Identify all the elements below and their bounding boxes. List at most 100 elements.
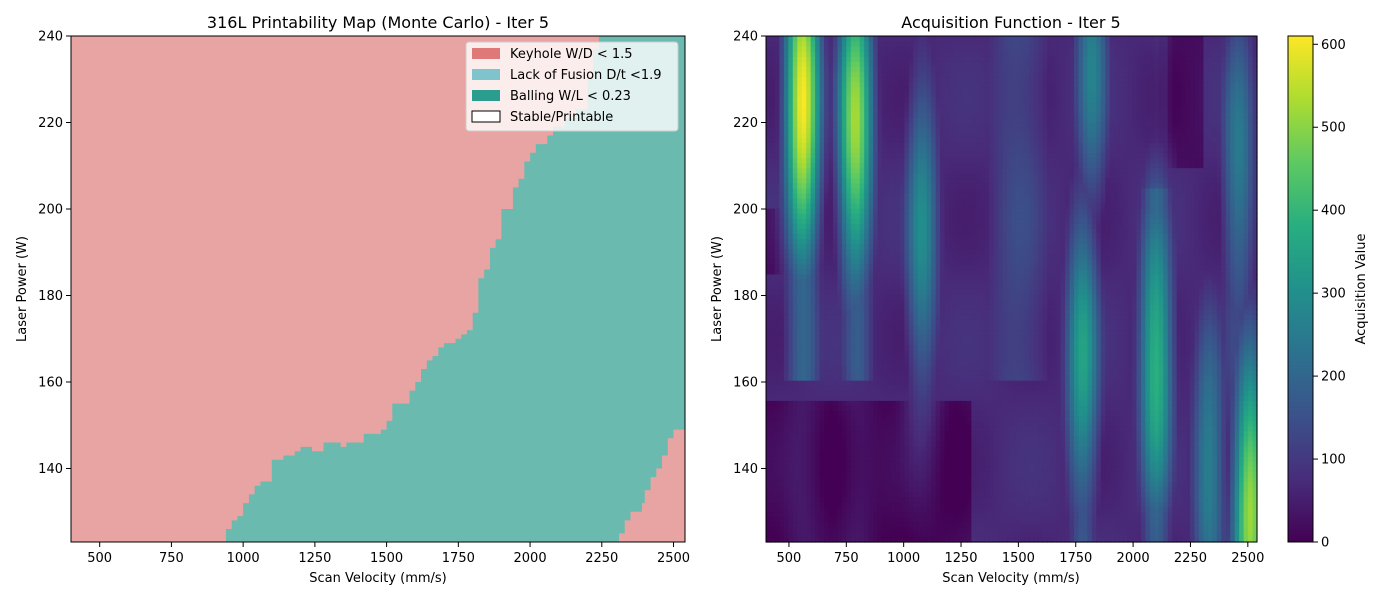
heatmap-cell xyxy=(864,415,870,422)
heatmap-cell xyxy=(904,501,910,508)
heatmap-cell xyxy=(774,369,780,376)
heatmap-cell xyxy=(904,405,910,412)
heatmap-cell xyxy=(1145,481,1151,487)
heatmap-cell xyxy=(877,354,883,361)
heatmap-cell xyxy=(1007,349,1013,356)
heatmap-cell xyxy=(1020,501,1026,508)
heatmap-cell xyxy=(1091,511,1097,518)
heatmap-cell xyxy=(770,364,776,371)
heatmap-cell xyxy=(1252,390,1258,396)
heatmap-cell xyxy=(1078,486,1084,492)
heatmap-cell xyxy=(868,455,874,462)
heatmap-cell xyxy=(926,319,932,326)
heatmap-cell xyxy=(1181,461,1187,467)
heatmap-cell xyxy=(1127,359,1133,366)
heatmap-cell xyxy=(873,486,879,492)
heatmap-cell xyxy=(1194,531,1200,538)
heatmap-cell xyxy=(1127,334,1133,341)
heatmap-cell xyxy=(1225,375,1231,381)
heatmap-cell xyxy=(989,440,995,447)
heatmap-cell xyxy=(1105,466,1111,472)
heatmap-cell xyxy=(1020,390,1026,396)
heatmap-cell xyxy=(1123,491,1129,498)
heatmap-cell xyxy=(873,369,879,376)
heatmap-cell xyxy=(1069,466,1075,472)
heatmap-cell xyxy=(975,481,981,487)
heatmap-cell xyxy=(971,481,977,487)
heatmap-cell xyxy=(1207,375,1213,381)
heatmap-cell xyxy=(783,476,789,482)
heatmap-cell xyxy=(1181,354,1187,361)
heatmap-cell xyxy=(837,329,843,336)
heatmap-cell xyxy=(1029,531,1035,538)
heatmap-cell xyxy=(1109,395,1115,401)
heatmap-cell xyxy=(949,445,955,452)
heatmap-cell xyxy=(841,481,847,487)
heatmap-cell xyxy=(1136,496,1142,503)
heatmap-cell xyxy=(770,324,776,331)
heatmap-cell xyxy=(1002,329,1008,336)
heatmap-cell xyxy=(1252,354,1258,361)
heatmap-cell xyxy=(1194,536,1200,543)
heatmap-cell xyxy=(1060,531,1066,538)
heatmap-cell xyxy=(1065,471,1071,477)
heatmap-cell xyxy=(962,440,968,447)
heatmap-cell xyxy=(810,521,816,528)
heatmap-cell xyxy=(1167,531,1173,538)
heatmap-cell xyxy=(1145,344,1151,351)
heatmap-cell xyxy=(859,435,865,442)
heatmap-cell xyxy=(1172,375,1178,381)
heatmap-cell xyxy=(1024,450,1030,457)
heatmap-cell xyxy=(1194,324,1200,331)
heatmap-cell xyxy=(993,314,999,320)
heatmap-cell xyxy=(1239,435,1245,442)
heatmap-cell xyxy=(1024,319,1030,326)
heatmap-cell xyxy=(1060,385,1066,391)
heatmap-cell xyxy=(774,405,780,412)
heatmap-cell xyxy=(1176,339,1182,346)
heatmap-cell xyxy=(975,425,981,432)
heatmap-cell xyxy=(1100,369,1106,376)
x-tick-label: 750 xyxy=(159,551,184,566)
heatmap-cell xyxy=(966,461,972,467)
heatmap-cell xyxy=(846,455,852,462)
heatmap-cell xyxy=(1185,354,1191,361)
heatmap-cell xyxy=(1100,496,1106,503)
heatmap-cell xyxy=(1145,516,1151,523)
heatmap-cell xyxy=(1190,496,1196,503)
heatmap-cell xyxy=(1248,334,1254,341)
heatmap-cell xyxy=(935,486,941,492)
heatmap-cell xyxy=(828,516,834,523)
heatmap-cell xyxy=(886,445,892,452)
heatmap-cell xyxy=(779,491,785,498)
heatmap-cell xyxy=(1185,314,1191,320)
heatmap-cell xyxy=(1118,491,1124,498)
heatmap-cell xyxy=(850,364,856,371)
heatmap-cell xyxy=(980,471,986,477)
heatmap-cell xyxy=(1221,445,1227,452)
heatmap-cell xyxy=(1024,516,1030,523)
heatmap-cell xyxy=(886,380,892,386)
heatmap-cell xyxy=(971,461,977,467)
heatmap-cell xyxy=(1127,344,1133,351)
heatmap-cell xyxy=(1100,354,1106,361)
heatmap-cell xyxy=(841,359,847,366)
heatmap-cell xyxy=(1212,319,1218,326)
heatmap-cell xyxy=(935,531,941,538)
heatmap-cell xyxy=(926,486,932,492)
heatmap-cell xyxy=(1007,486,1013,492)
heatmap-cell xyxy=(774,349,780,356)
heatmap-cell xyxy=(855,369,861,376)
heatmap-cell xyxy=(779,430,785,437)
heatmap-cell xyxy=(1020,324,1026,331)
heatmap-cell xyxy=(846,521,852,528)
heatmap-cell xyxy=(1132,395,1138,401)
heatmap-cell xyxy=(1149,390,1155,396)
heatmap-cell xyxy=(797,501,803,508)
heatmap-cell xyxy=(1198,466,1205,472)
heatmap-cell xyxy=(1185,496,1191,503)
heatmap-cell xyxy=(1154,369,1160,376)
heatmap-cell xyxy=(931,526,937,533)
heatmap-cell xyxy=(940,410,946,417)
heatmap-cell xyxy=(1096,501,1102,508)
